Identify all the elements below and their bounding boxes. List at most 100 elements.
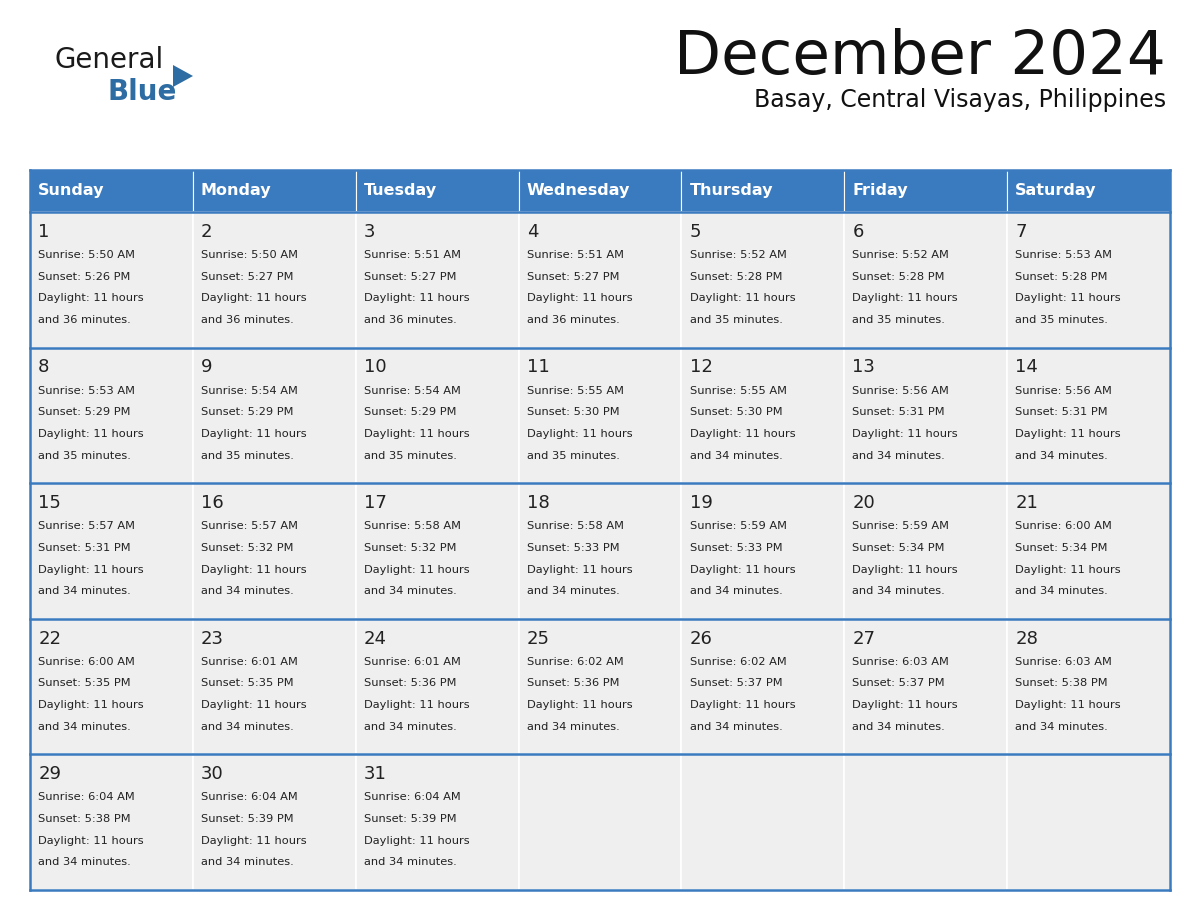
Text: Sunset: 5:31 PM: Sunset: 5:31 PM (38, 543, 131, 553)
Text: Daylight: 11 hours: Daylight: 11 hours (38, 700, 144, 711)
Text: Sunset: 5:36 PM: Sunset: 5:36 PM (364, 678, 456, 688)
Bar (519, 483, 682, 619)
Bar (1007, 619, 1170, 755)
Text: 11: 11 (526, 358, 550, 376)
Text: 13: 13 (853, 358, 876, 376)
Text: Daylight: 11 hours: Daylight: 11 hours (526, 429, 632, 439)
Bar (682, 483, 845, 619)
Text: 2: 2 (201, 223, 213, 241)
Text: and 34 minutes.: and 34 minutes. (526, 722, 619, 732)
Text: 17: 17 (364, 494, 387, 512)
Text: December 2024: December 2024 (675, 28, 1165, 87)
Text: Sunrise: 5:56 AM: Sunrise: 5:56 AM (853, 386, 949, 396)
Bar (519, 755, 682, 890)
Text: Sunrise: 6:04 AM: Sunrise: 6:04 AM (38, 792, 135, 802)
Bar (845, 170, 1007, 212)
Text: and 34 minutes.: and 34 minutes. (201, 722, 293, 732)
Text: Daylight: 11 hours: Daylight: 11 hours (38, 294, 144, 303)
Text: Daylight: 11 hours: Daylight: 11 hours (853, 429, 958, 439)
Text: Sunrise: 5:58 AM: Sunrise: 5:58 AM (526, 521, 624, 532)
Text: and 35 minutes.: and 35 minutes. (526, 451, 620, 461)
Text: and 34 minutes.: and 34 minutes. (364, 722, 456, 732)
Text: and 36 minutes.: and 36 minutes. (526, 315, 619, 325)
Text: and 34 minutes.: and 34 minutes. (689, 722, 783, 732)
Text: Friday: Friday (853, 184, 908, 198)
Text: Sunset: 5:33 PM: Sunset: 5:33 PM (689, 543, 782, 553)
Text: Daylight: 11 hours: Daylight: 11 hours (526, 700, 632, 711)
Text: Sunset: 5:32 PM: Sunset: 5:32 PM (364, 543, 456, 553)
Text: Sunrise: 5:52 AM: Sunrise: 5:52 AM (853, 250, 949, 260)
Bar (355, 755, 519, 890)
Bar (192, 483, 355, 619)
Text: Sunrise: 5:58 AM: Sunrise: 5:58 AM (364, 521, 461, 532)
Text: Sunset: 5:27 PM: Sunset: 5:27 PM (364, 272, 456, 282)
Text: Sunset: 5:33 PM: Sunset: 5:33 PM (526, 543, 619, 553)
Bar (192, 619, 355, 755)
Text: Sunset: 5:29 PM: Sunset: 5:29 PM (364, 408, 456, 418)
Text: Daylight: 11 hours: Daylight: 11 hours (689, 294, 795, 303)
Text: Daylight: 11 hours: Daylight: 11 hours (689, 700, 795, 711)
Text: Sunset: 5:29 PM: Sunset: 5:29 PM (38, 408, 131, 418)
Text: Basay, Central Visayas, Philippines: Basay, Central Visayas, Philippines (754, 88, 1165, 112)
Text: Daylight: 11 hours: Daylight: 11 hours (853, 700, 958, 711)
Bar (682, 755, 845, 890)
Text: Sunrise: 5:55 AM: Sunrise: 5:55 AM (526, 386, 624, 396)
Text: Sunrise: 6:01 AM: Sunrise: 6:01 AM (364, 656, 461, 666)
Text: and 35 minutes.: and 35 minutes. (364, 451, 456, 461)
Text: Sunset: 5:35 PM: Sunset: 5:35 PM (201, 678, 293, 688)
Text: 8: 8 (38, 358, 50, 376)
Text: and 34 minutes.: and 34 minutes. (1016, 722, 1108, 732)
Text: Sunrise: 5:55 AM: Sunrise: 5:55 AM (689, 386, 786, 396)
Bar (519, 212, 682, 348)
Text: 25: 25 (526, 630, 550, 647)
Text: Sunrise: 5:54 AM: Sunrise: 5:54 AM (364, 386, 461, 396)
Text: Sunday: Sunday (38, 184, 105, 198)
Bar (1007, 755, 1170, 890)
Text: 28: 28 (1016, 630, 1038, 647)
Text: Daylight: 11 hours: Daylight: 11 hours (853, 565, 958, 575)
Text: 4: 4 (526, 223, 538, 241)
Text: 12: 12 (689, 358, 713, 376)
Text: 31: 31 (364, 766, 387, 783)
Text: Sunrise: 5:59 AM: Sunrise: 5:59 AM (853, 521, 949, 532)
Text: Daylight: 11 hours: Daylight: 11 hours (689, 565, 795, 575)
Text: and 34 minutes.: and 34 minutes. (38, 587, 131, 597)
Bar (355, 170, 519, 212)
Text: Sunset: 5:34 PM: Sunset: 5:34 PM (853, 543, 944, 553)
Text: Sunrise: 5:50 AM: Sunrise: 5:50 AM (201, 250, 298, 260)
Text: Sunset: 5:34 PM: Sunset: 5:34 PM (1016, 543, 1107, 553)
Text: and 34 minutes.: and 34 minutes. (526, 587, 619, 597)
Polygon shape (173, 65, 192, 87)
Text: 24: 24 (364, 630, 387, 647)
Text: 20: 20 (853, 494, 876, 512)
Text: Sunrise: 6:03 AM: Sunrise: 6:03 AM (1016, 656, 1112, 666)
Text: Daylight: 11 hours: Daylight: 11 hours (853, 294, 958, 303)
Bar (30, 212, 192, 348)
Text: Saturday: Saturday (1016, 184, 1097, 198)
Bar (845, 212, 1007, 348)
Text: Daylight: 11 hours: Daylight: 11 hours (364, 835, 469, 845)
Text: Thursday: Thursday (689, 184, 773, 198)
Bar (355, 212, 519, 348)
Text: and 35 minutes.: and 35 minutes. (38, 451, 131, 461)
Text: 15: 15 (38, 494, 61, 512)
Text: and 34 minutes.: and 34 minutes. (853, 451, 946, 461)
Bar (1007, 212, 1170, 348)
Text: and 34 minutes.: and 34 minutes. (689, 587, 783, 597)
Text: and 36 minutes.: and 36 minutes. (38, 315, 131, 325)
Bar (682, 348, 845, 483)
Text: 9: 9 (201, 358, 213, 376)
Text: Daylight: 11 hours: Daylight: 11 hours (364, 429, 469, 439)
Bar (355, 483, 519, 619)
Text: 14: 14 (1016, 358, 1038, 376)
Text: Daylight: 11 hours: Daylight: 11 hours (1016, 565, 1121, 575)
Text: and 34 minutes.: and 34 minutes. (689, 451, 783, 461)
Text: Sunrise: 6:00 AM: Sunrise: 6:00 AM (38, 656, 135, 666)
Text: Wednesday: Wednesday (526, 184, 630, 198)
Text: and 36 minutes.: and 36 minutes. (201, 315, 293, 325)
Bar (192, 348, 355, 483)
Text: and 34 minutes.: and 34 minutes. (1016, 451, 1108, 461)
Bar (192, 755, 355, 890)
Text: 27: 27 (853, 630, 876, 647)
Text: Daylight: 11 hours: Daylight: 11 hours (526, 565, 632, 575)
